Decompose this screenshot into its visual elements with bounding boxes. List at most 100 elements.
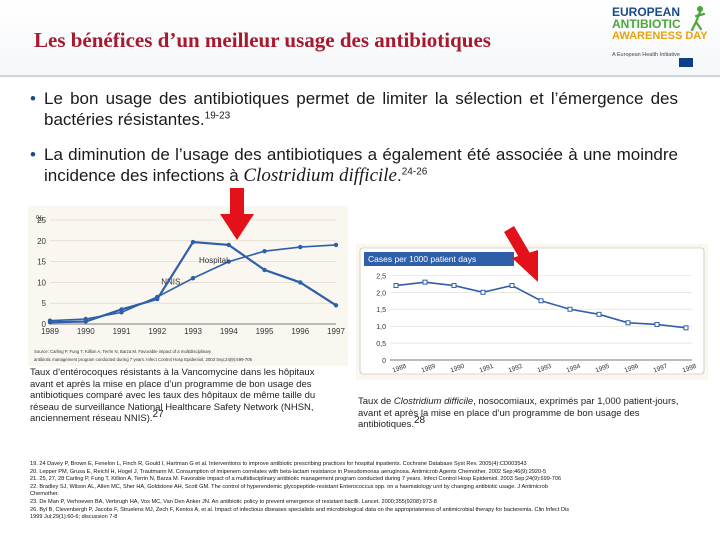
bullet-2-ref: 24-26 — [401, 166, 428, 178]
data-point — [596, 311, 602, 317]
x-tick-label: 1988 — [391, 363, 407, 375]
series-label-hospital: Hospital — [199, 256, 228, 265]
eaad-logo: EUROPEAN ANTIBIOTIC AWARENESS DAY A Euro… — [612, 6, 712, 70]
bullet-2-text: La diminution de l’usage des antibiotiqu… — [44, 145, 678, 185]
data-point — [226, 242, 231, 248]
data-point — [625, 320, 631, 326]
data-point — [393, 283, 399, 289]
vre-chart: % 0 5 10 15 20 25 1989 1990 1991 1992 1993 1994 1995 1… — [28, 206, 348, 366]
x-tick-label: 1992 — [507, 363, 523, 375]
y-tick-label: 10 — [37, 278, 46, 287]
chart-source-2: antibiotic management program conducted … — [34, 357, 253, 362]
y-tick-label: 25 — [37, 216, 46, 225]
data-point — [298, 244, 303, 250]
x-tick-label: 1992 — [148, 327, 166, 336]
bullet-2-italic: Clostridium difficile — [243, 165, 397, 186]
reference-line: 20. Lepper PM, Grusa E, Reichl H, Hogel … — [30, 468, 547, 475]
x-tick-label: 1993 — [536, 363, 552, 375]
data-point — [451, 283, 457, 289]
references: 19. 24 Davey P, Brown E, Fenelon L, Finc… — [30, 461, 702, 522]
data-point — [226, 259, 231, 264]
x-tick-label: 1989 — [41, 327, 59, 336]
data-point — [333, 303, 339, 308]
reference-line: 21. 25, 27, 28 Carling P, Fung T, Killio… — [30, 476, 562, 483]
x-tick-label: 1995 — [594, 363, 610, 375]
x-tick-label: 1990 — [449, 363, 465, 375]
bullet-1-ref: 19-23 — [204, 110, 231, 122]
data-point — [262, 267, 267, 273]
reference-line: Chemother. — [30, 491, 59, 498]
cdiff-chart-svg: Cases per 1000 patient days 0 0,5 1,0 1,5 2,0… — [359, 247, 705, 375]
y-tick-label: 2,5 — [376, 273, 386, 280]
x-tick-label: 1990 — [77, 327, 95, 336]
data-point — [298, 280, 303, 285]
vre-chart-svg: % 0 5 10 15 20 25 1989 1990 1991 1992 1993 1994 1995 1… — [34, 214, 345, 362]
caption-right-text-2: , nosocomiaux, exprimés par 1,000 patien… — [358, 396, 679, 430]
bullet-2: La diminution de l’usage des antibiotiqu… — [30, 144, 678, 186]
caption-right: Taux de Clostridium difficile, nosocomia… — [358, 396, 698, 431]
reference-line: 19. 24 Davey P, Brown E, Fenelon L, Finc… — [30, 461, 527, 467]
data-point — [654, 321, 660, 327]
data-point — [683, 325, 689, 331]
eu-flag-icon — [679, 58, 693, 67]
reference-line: 1999 Jul;29(1):60-6; discussion 7-8 — [30, 514, 118, 521]
x-tick-label: 1995 — [256, 327, 274, 336]
data-point — [119, 307, 124, 312]
x-tick-label: 1997 — [327, 327, 345, 336]
y-tick-label: 0,5 — [376, 341, 386, 348]
chart-frame — [359, 247, 705, 375]
y-tick-label: 1,5 — [376, 307, 386, 314]
arrow-right-icon — [504, 226, 538, 282]
y-tick-label: 20 — [37, 237, 46, 246]
y-tick-label: 5 — [42, 299, 47, 308]
data-point — [83, 319, 88, 324]
bullet-1-text: Le bon usage des antibiotiques permet de… — [44, 89, 678, 129]
y-tick-label: 0 — [42, 320, 47, 329]
bullet-1: Le bon usage des antibiotiques permet de… — [30, 88, 678, 130]
data-point — [538, 298, 544, 304]
x-tick-label: 1991 — [113, 327, 131, 336]
figure-icon — [690, 6, 706, 32]
data-point — [422, 279, 428, 285]
data-point — [155, 296, 160, 302]
data-point — [333, 242, 339, 248]
x-tick-label: 1996 — [623, 363, 639, 375]
data-point — [190, 239, 196, 245]
y-tick-label: 2,0 — [376, 290, 386, 297]
logo-tagline: A European Health Initiative — [612, 52, 680, 58]
cdiff-chart: Cases per 1000 patient days 0 0,5 1,0 1,5 2,0… — [356, 244, 708, 380]
data-point — [262, 249, 267, 254]
x-tick-label: 1994 — [565, 363, 581, 375]
x-tick-label: 1993 — [184, 327, 202, 336]
x-tick-label: 1994 — [220, 327, 238, 336]
header-bar — [0, 0, 720, 78]
caption-right-text-1: Taux de — [358, 396, 394, 407]
header-divider — [0, 75, 720, 77]
x-tick-label: 1998 — [681, 363, 697, 375]
caption-left-ref: 27 — [152, 408, 164, 420]
data-point — [567, 306, 573, 312]
chart-title: Cases per 1000 patient days — [368, 254, 476, 264]
data-point — [47, 320, 53, 325]
arrow-left-icon — [220, 188, 254, 240]
caption-right-italic: Clostridium difficile — [393, 396, 474, 407]
logo-line-2: ANTIBIOTIC — [612, 17, 681, 31]
x-tick-label: 1997 — [652, 363, 668, 375]
y-axis-label: % — [36, 214, 43, 223]
y-tick-label: 15 — [37, 258, 46, 267]
y-tick-label: 0 — [382, 358, 386, 365]
logo-line-3: AWARENESS DAY — [612, 30, 708, 42]
reference-line: 23. De Man P, Verhoeven BA, Verbrugh HA,… — [30, 498, 437, 505]
data-point — [509, 283, 515, 289]
caption-left-text: Taux d’entérocoques résistants à la Vanc… — [30, 367, 316, 424]
slide-title: Les béné­fices d’un meilleur usage des a… — [34, 28, 491, 52]
reference-line: 22. Bradley SJ, Wilson AL, Allen MC, She… — [30, 483, 548, 490]
bullet-2-end: . — [397, 166, 402, 185]
data-point — [190, 276, 196, 281]
bullet-list: Le bon usage des antibiotiques permet de… — [30, 88, 678, 200]
caption-right-ref: 28 — [413, 414, 426, 426]
chart-source-1: Source: Carling P, Fung T, Killion A, Te… — [34, 349, 212, 354]
chart-title-bg — [364, 252, 514, 266]
x-tick-label: 1989 — [420, 363, 436, 375]
